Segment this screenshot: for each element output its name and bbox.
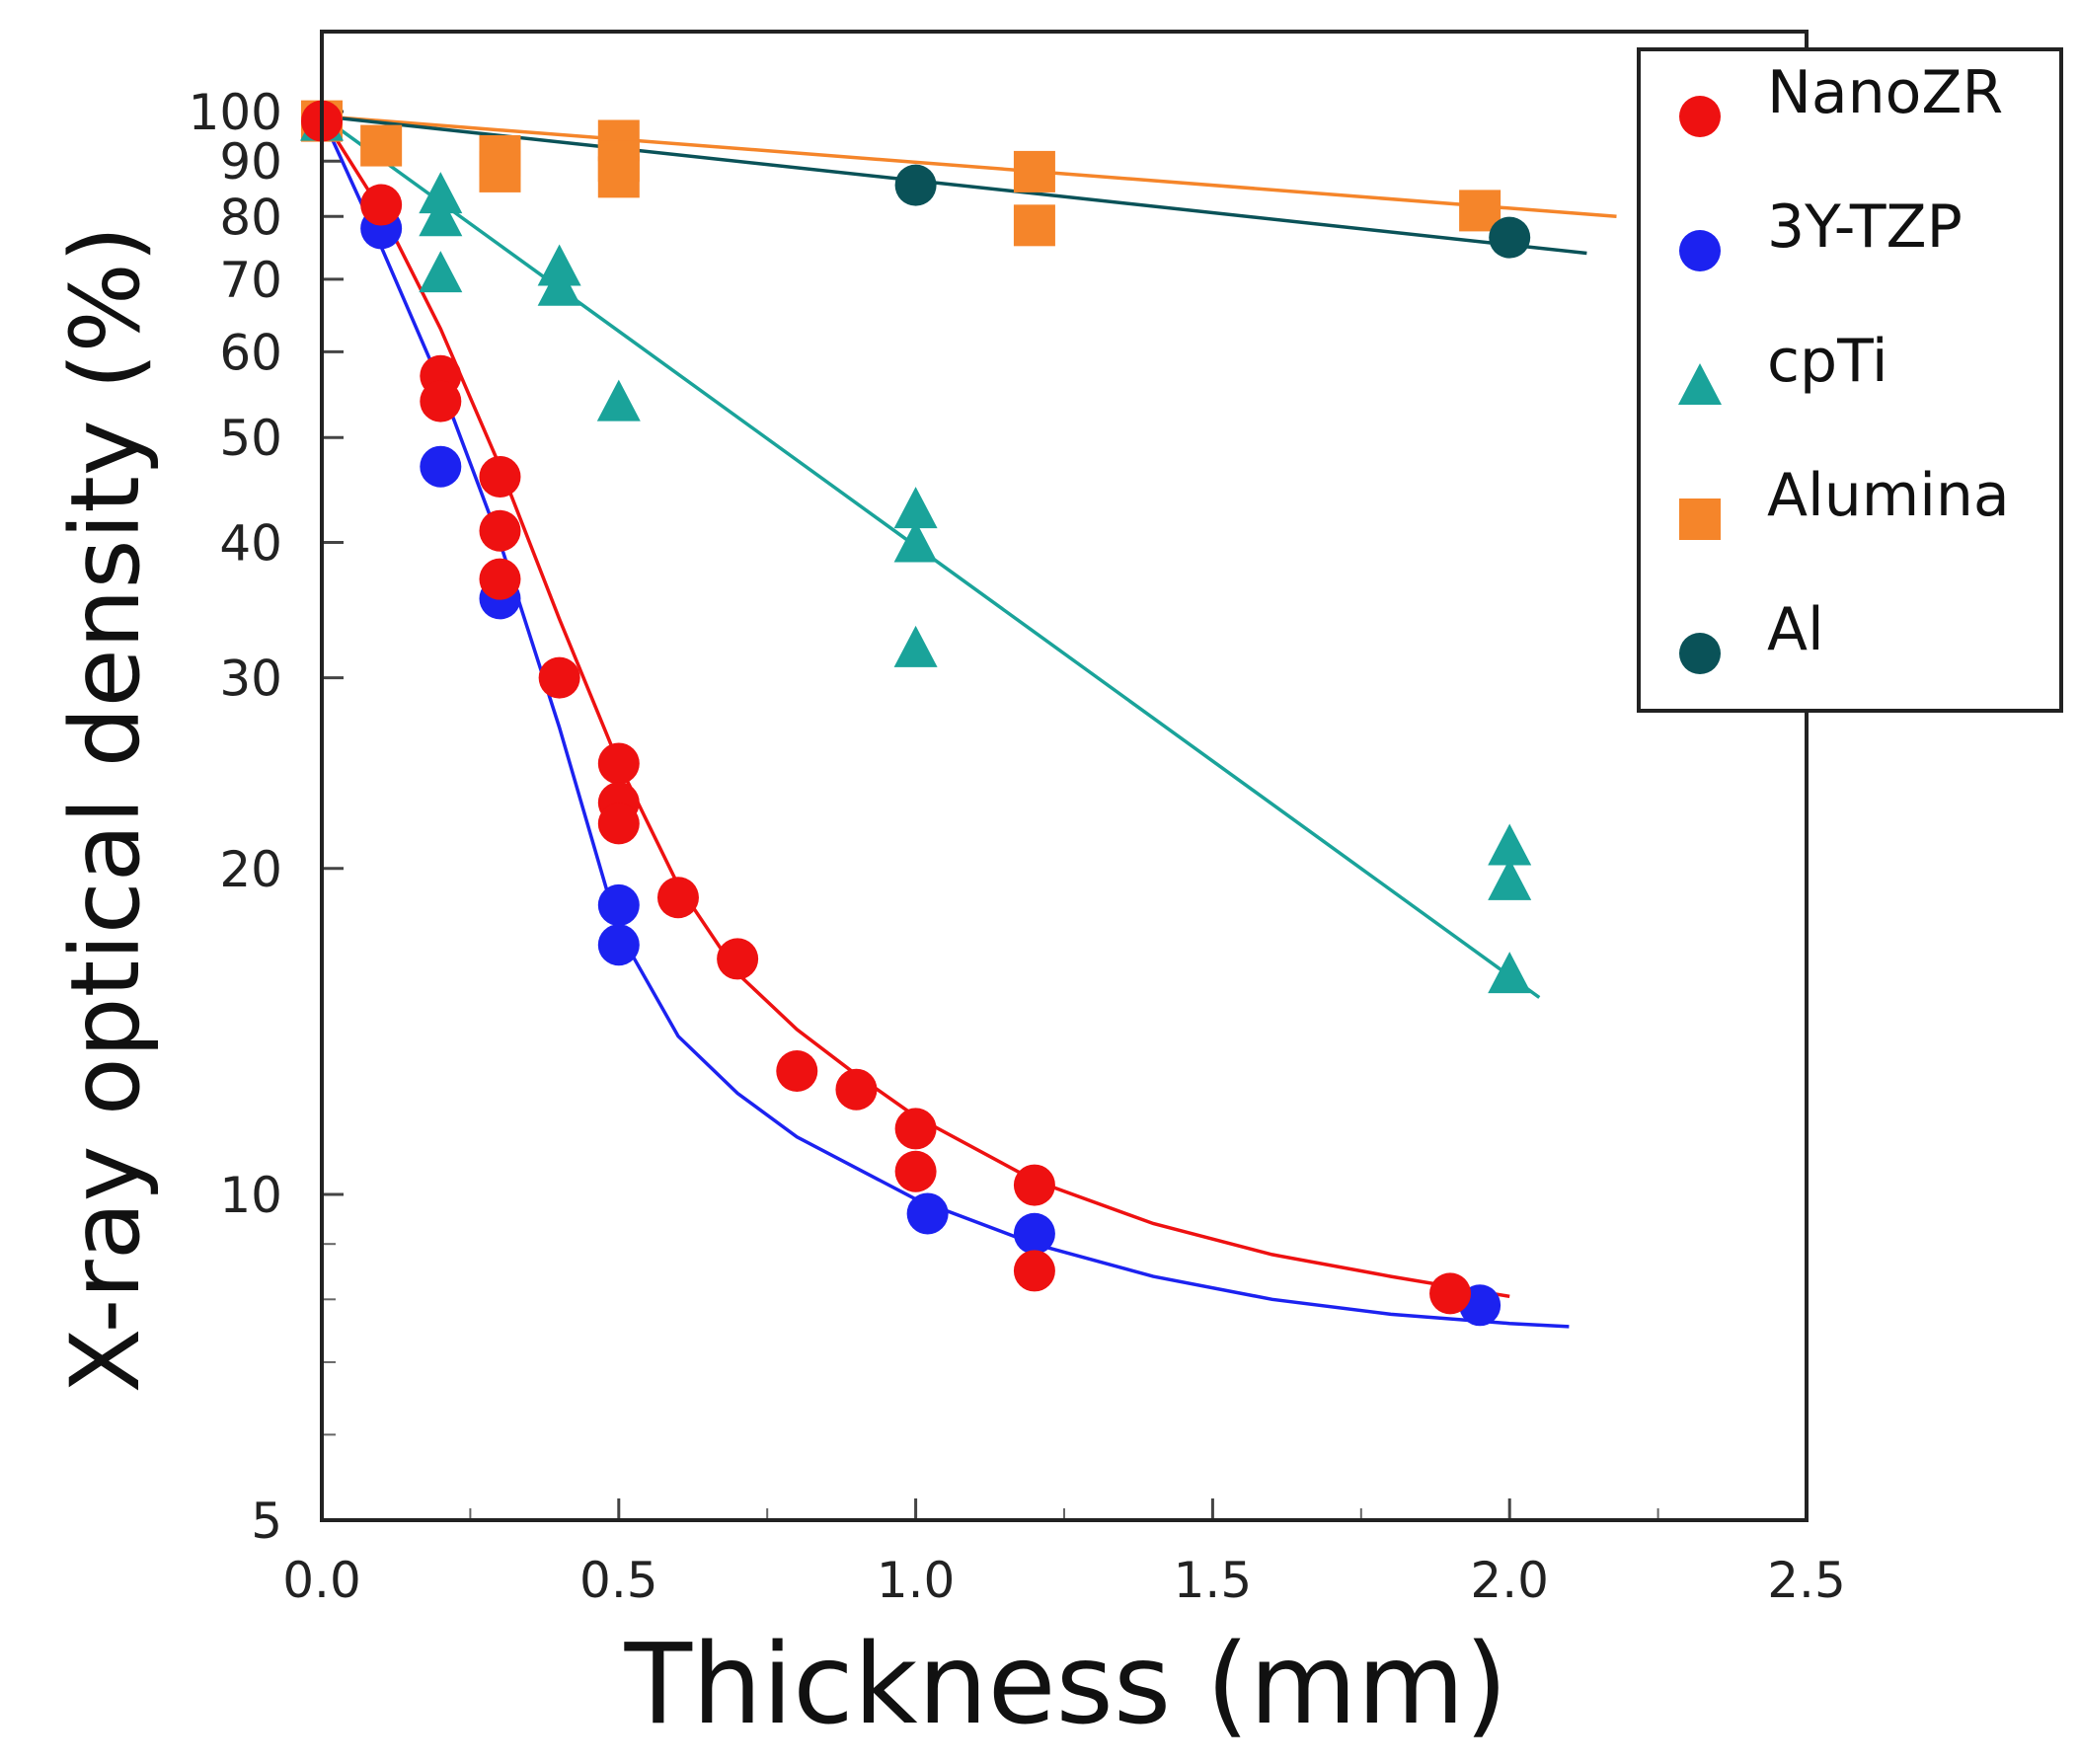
cpti-point: [1488, 952, 1532, 994]
y-tick-label: 60: [219, 324, 282, 381]
cpti-point: [1488, 858, 1532, 900]
legend-label-3y-tzp: 3Y-TZP: [1767, 192, 1963, 262]
alumina-point: [1013, 150, 1055, 192]
cpti-point: [1488, 823, 1532, 866]
cpti-point: [893, 625, 938, 667]
legend-marker-al: [1679, 633, 1721, 674]
nanozr-point: [597, 742, 640, 785]
x-tick-label: 2.0: [1470, 1552, 1549, 1609]
nanozr-point: [656, 877, 699, 919]
plot-area-frame: [320, 30, 1809, 1522]
fit-lines: [320, 115, 1617, 1329]
nanozr-point: [479, 509, 521, 552]
legend-label-cpti: cpTi: [1767, 327, 1888, 396]
y-tick-label: 20: [219, 841, 282, 898]
nanozr-point: [894, 1108, 937, 1150]
y-tick-label: 50: [219, 410, 282, 467]
data-points: [300, 99, 1532, 1327]
legend: NanoZR 3Y-TZP cpTi Alumina Al: [1637, 47, 2063, 713]
nanozr-point: [1429, 1272, 1472, 1315]
x-tick-label: 1.5: [1174, 1552, 1253, 1609]
y-tick-label: 5: [251, 1493, 282, 1550]
cpti-point: [596, 379, 641, 422]
legend-marker-alumina: [1679, 499, 1721, 540]
legend-marker-3y-tzp: [1679, 230, 1721, 271]
cpti-point: [419, 172, 463, 214]
nanozr-point: [1013, 1164, 1055, 1206]
legend-label-alumina: Alumina: [1767, 461, 2010, 530]
y-tick-label: 80: [219, 189, 282, 246]
y-tick-label: 70: [219, 252, 282, 309]
legend-marker-nanozr: [1679, 96, 1721, 137]
y-tick-label: 30: [219, 651, 282, 708]
y-tick-label: 100: [189, 84, 282, 141]
y-axis-title: X-ray optical density (%): [50, 226, 161, 1394]
nanozr-point: [717, 938, 759, 980]
legend-label-al: Al: [1767, 595, 1824, 664]
cpti-point: [419, 251, 463, 293]
nanozr-point: [776, 1050, 818, 1093]
nanozr-point: [479, 558, 521, 600]
3y-tzp-point: [420, 445, 462, 488]
nanozr-point: [1013, 1250, 1055, 1292]
nanozr-point: [835, 1068, 878, 1111]
3y-tzp-fit-line: [320, 115, 1570, 1329]
al-fit-line: [321, 115, 1587, 256]
alumina-fit-line: [321, 115, 1617, 219]
nanozr-point: [479, 455, 521, 498]
legend-box: [1637, 47, 2063, 713]
cpti-point: [893, 520, 938, 563]
x-tick-label: 1.0: [877, 1552, 956, 1609]
nanozr-point: [597, 803, 640, 845]
x-tick-label: 0.0: [282, 1552, 361, 1609]
y-tick-label: 40: [219, 515, 282, 573]
nanozr-fit-line: [320, 115, 1510, 1299]
x-tick-label: 0.5: [579, 1552, 658, 1609]
x-axis-title: Thickness (mm): [624, 1621, 1508, 1749]
3y-tzp-point: [1013, 1212, 1055, 1255]
y-tick-label: 90: [219, 133, 282, 191]
x-tick-label: 2.5: [1767, 1552, 1846, 1609]
3y-tzp-point: [597, 924, 640, 966]
3y-tzp-point: [597, 883, 640, 926]
nanozr-point: [360, 184, 403, 226]
cpti-point: [893, 487, 938, 529]
cpti-point: [419, 194, 463, 237]
axis-ticks: [320, 110, 1809, 1522]
nanozr-point: [894, 1150, 937, 1192]
al-point: [1489, 216, 1531, 259]
alumina-point: [597, 156, 640, 198]
legend-label-nanozr: NanoZR: [1767, 58, 2003, 127]
legend-marker-cpti: [1678, 363, 1722, 405]
cpti-point: [537, 264, 581, 306]
alumina-point: [360, 124, 403, 167]
al-point: [894, 164, 937, 206]
alumina-point: [1013, 204, 1055, 247]
y-tick-label: 10: [219, 1167, 282, 1224]
3y-tzp-point: [906, 1192, 949, 1235]
alumina-point: [479, 150, 521, 192]
nanozr-point: [538, 656, 580, 699]
nanozr-point: [420, 380, 462, 422]
